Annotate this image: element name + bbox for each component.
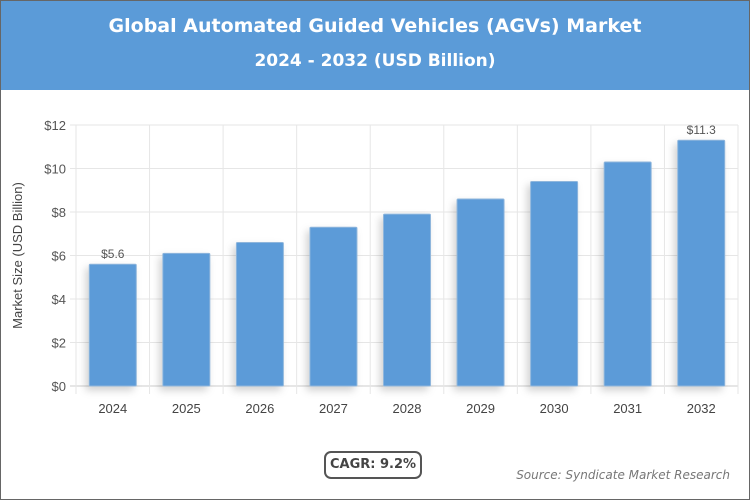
x-tick-label: 2030: [540, 401, 569, 416]
bar-2026: [235, 241, 284, 387]
x-tick-label: 2031: [613, 401, 642, 416]
x-tick-label: 2028: [393, 401, 422, 416]
cagr-badge: CAGR: 9.2%: [324, 451, 422, 479]
y-tick-label: $12: [44, 118, 66, 133]
chart-title: Global Automated Guided Vehicles (AGVs) …: [108, 15, 642, 37]
bar-2025: [162, 252, 211, 387]
y-tick-label: $2: [52, 336, 66, 351]
y-tick-label: $8: [52, 205, 66, 220]
bar-2029: [456, 198, 505, 387]
y-tick-label: $10: [44, 162, 66, 177]
x-tick-label: 2027: [319, 401, 348, 416]
bar-2031: [603, 161, 652, 387]
chart-header: Global Automated Guided Vehicles (AGVs) …: [1, 1, 749, 90]
data-label: $5.6: [101, 247, 125, 261]
bar-2028: [383, 213, 431, 387]
bar-2032: [677, 139, 726, 387]
source-note: Source: Syndicate Market Research: [516, 468, 730, 482]
x-tick-label: 2025: [172, 401, 201, 416]
chart-subtitle: 2024 - 2032 (USD Billion): [254, 51, 496, 71]
x-tick-label: 2024: [98, 401, 127, 416]
y-tick-label: $4: [52, 292, 66, 307]
x-tick-label: 2026: [245, 401, 274, 416]
bar-2030: [530, 181, 579, 387]
y-axis-label: Market Size (USD Billion): [10, 182, 25, 329]
x-tick-label: 2029: [466, 401, 495, 416]
y-tick-label: $0: [52, 379, 66, 394]
bar-2024: [88, 263, 137, 387]
x-tick-label: 2032: [687, 401, 716, 416]
data-label: $11.3: [687, 123, 716, 137]
bar-2027: [309, 226, 358, 387]
y-tick-label: $6: [52, 249, 66, 264]
